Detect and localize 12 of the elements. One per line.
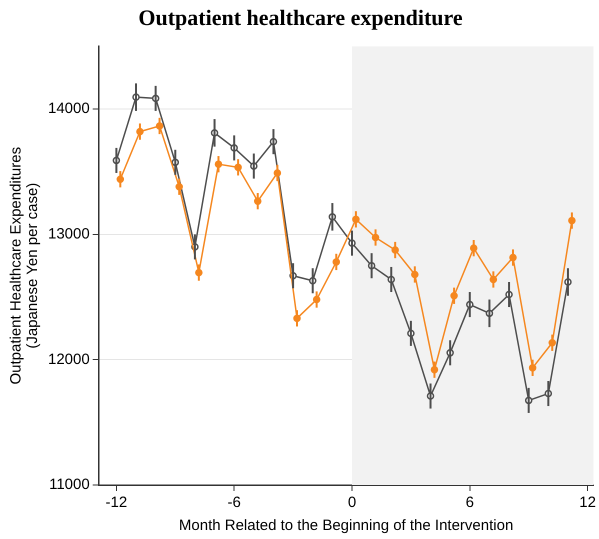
x-axis-title: Month Related to the Beginning of the Intervention (178, 517, 514, 534)
x-tick-label: -6 (228, 494, 241, 512)
y-axis-title: Outpatient Healthcare Expenditures (Japanese Yen per case) (7, 146, 41, 385)
x-tick-label: 6 (466, 494, 474, 512)
y-tick-label: 11000 (49, 476, 90, 494)
y-tick-label: 12000 (48, 350, 90, 368)
x-tick-label: -12 (106, 494, 128, 512)
y-tick-label: 13000 (48, 226, 90, 243)
x-tick-label: 0 (348, 494, 356, 512)
chart-title: Outpatient healthcare expenditure (138, 4, 463, 30)
y-tick-label: 14000 (48, 100, 90, 118)
x-tick-label: 12 (579, 494, 596, 512)
